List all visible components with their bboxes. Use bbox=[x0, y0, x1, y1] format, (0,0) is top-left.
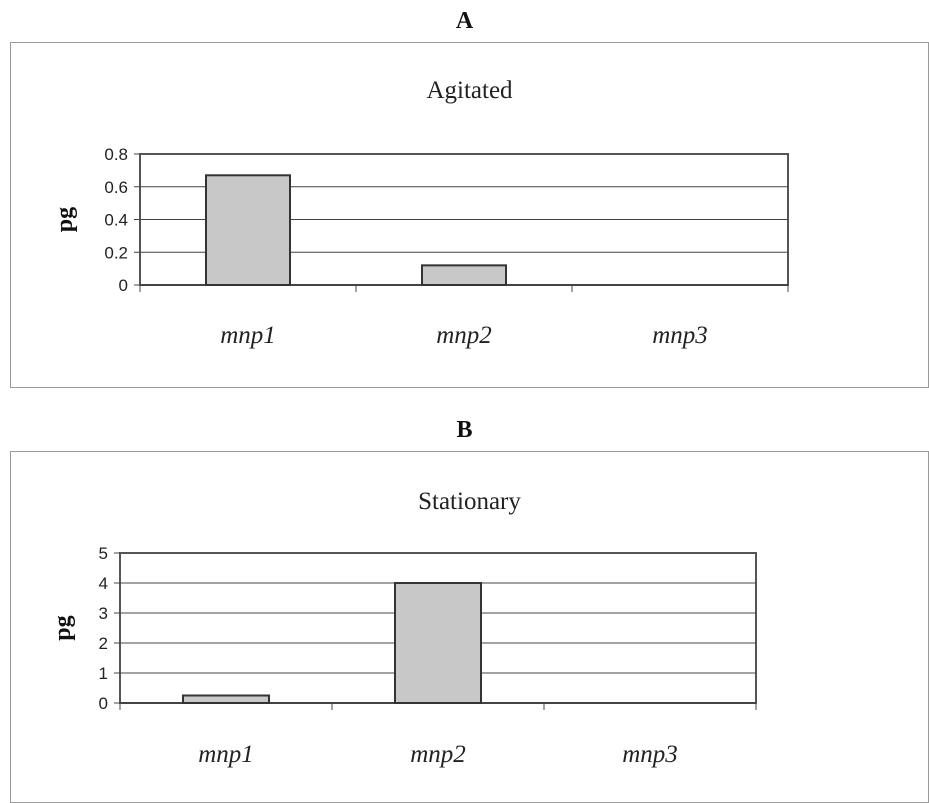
chart-a-x-label-mnp2: mnp2 bbox=[436, 322, 492, 349]
chart-b-title: Stationary bbox=[418, 488, 521, 515]
chart-b-bar-mnp2 bbox=[394, 582, 482, 704]
chart-b-x-label-mnp1: mnp1 bbox=[198, 741, 254, 768]
chart-a-y-tick-label: 0.4 bbox=[104, 211, 128, 230]
chart-a-y-tick-label: 0 bbox=[119, 276, 128, 295]
chart-a-y-axis-label: pg bbox=[52, 207, 78, 232]
chart-a-x-label-mnp3: mnp3 bbox=[652, 322, 708, 349]
chart-a-y-tick-label: 0.6 bbox=[104, 178, 128, 197]
chart-b-bar-mnp1 bbox=[182, 694, 270, 704]
chart-a-y-tick-label: 0.2 bbox=[104, 243, 128, 262]
chart-a-bar-mnp1 bbox=[205, 174, 291, 287]
panel-b-letter: B bbox=[456, 417, 473, 443]
chart-a-title: Agitated bbox=[426, 77, 513, 104]
chart-a-y-tick-label: 0.8 bbox=[104, 145, 128, 164]
chart-b-y-tick-label: 0 bbox=[99, 694, 108, 713]
chart-b-y-axis-label: pg bbox=[50, 615, 76, 640]
chart-b-y-tick-label: 2 bbox=[99, 634, 108, 653]
chart-b-x-label-mnp2: mnp2 bbox=[410, 741, 466, 768]
chart-a-x-label-mnp1: mnp1 bbox=[220, 322, 276, 349]
chart-b-x-label-mnp3: mnp3 bbox=[622, 741, 678, 768]
panel-a-letter: A bbox=[455, 8, 474, 34]
chart-b-y-tick-label: 1 bbox=[99, 664, 108, 683]
chart-b-y-tick-label: 5 bbox=[99, 544, 108, 563]
chart-a-bar-mnp2 bbox=[421, 264, 507, 287]
chart-b-y-tick-label: 3 bbox=[99, 604, 108, 623]
chart-b-y-tick-label: 4 bbox=[99, 574, 108, 593]
